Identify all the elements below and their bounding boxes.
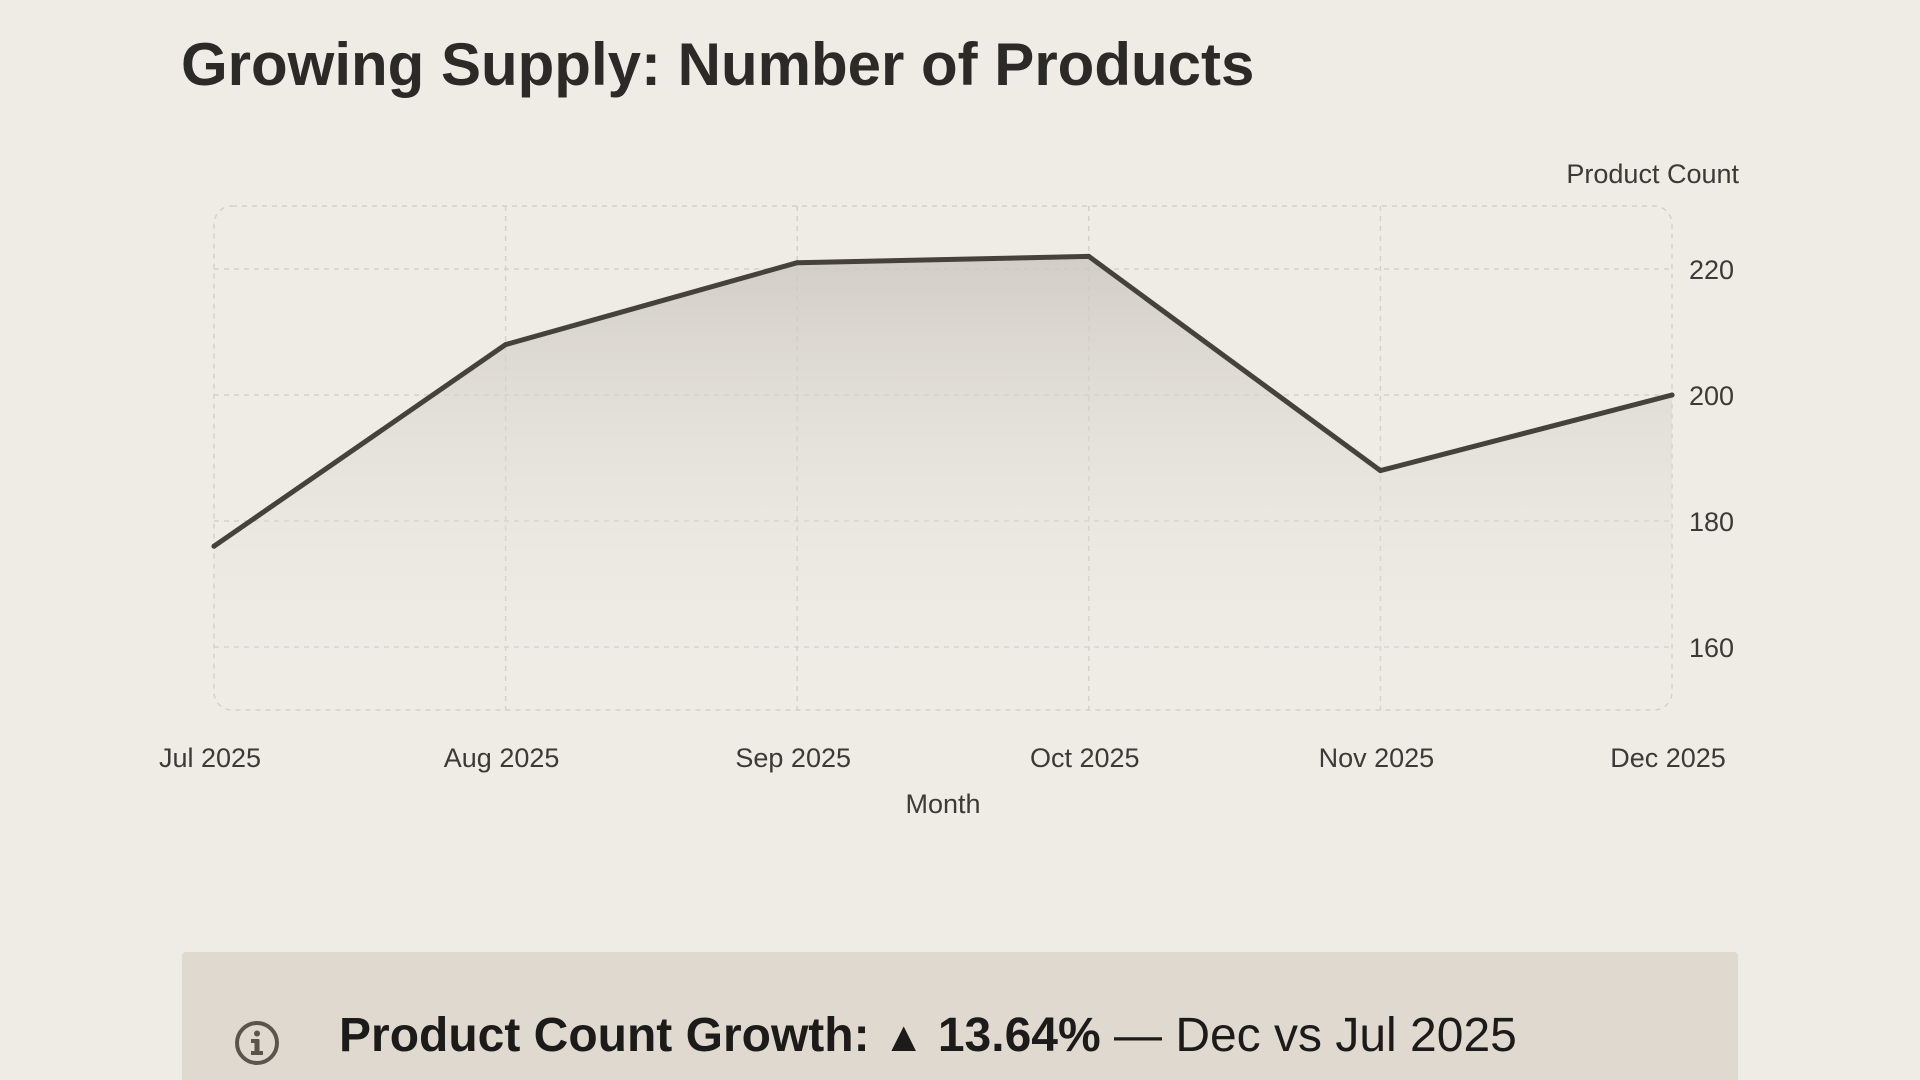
up-arrow-icon: ▲ <box>882 1013 925 1060</box>
series-area <box>214 256 1672 710</box>
line-chart: Jul 2025 Aug 2025 Sep 2025 Oct 2025 Nov 2025… <box>159 159 1740 819</box>
y-tick-labels: 160 180 200 220 <box>1689 255 1734 663</box>
growth-callout: Product Count Growth: ▲ 13.64% — Dec vs … <box>182 952 1738 1080</box>
callout-value: 13.64% <box>937 1009 1101 1062</box>
callout-label: Product Count Growth: <box>339 1009 870 1062</box>
x-tick-labels: Jul 2025 Aug 2025 Sep 2025 Oct 2025 Nov 2025… <box>159 743 1726 773</box>
callout-suffix: — Dec vs Jul 2025 <box>1113 1009 1517 1062</box>
data-point <box>794 260 800 266</box>
data-point <box>211 543 217 549</box>
chart-title: Growing Supply: Number of Products <box>181 31 1255 98</box>
y-tick-label: 160 <box>1689 633 1734 663</box>
y-tick-label: 220 <box>1689 255 1734 285</box>
y-axis-title: Product Count <box>1566 159 1739 189</box>
info-icon <box>235 1021 279 1065</box>
series-line <box>211 253 1675 549</box>
data-point <box>503 342 509 348</box>
data-point <box>1669 392 1675 398</box>
y-tick-label: 200 <box>1689 381 1734 411</box>
area-layer <box>214 256 1672 710</box>
x-tick-label: Aug 2025 <box>444 743 560 773</box>
callout-text: Product Count Growth: ▲ 13.64% — Dec vs … <box>339 1008 1517 1063</box>
line-layer <box>211 253 1675 549</box>
x-tick-label: Sep 2025 <box>735 743 851 773</box>
x-axis-title: Month <box>905 789 980 819</box>
x-tick-label: Dec 2025 <box>1610 743 1726 773</box>
x-tick-label: Nov 2025 <box>1319 743 1435 773</box>
data-point <box>1086 253 1092 259</box>
data-point <box>1377 468 1383 474</box>
x-tick-label: Jul 2025 <box>159 743 261 773</box>
y-tick-label: 180 <box>1689 507 1734 537</box>
x-tick-label: Oct 2025 <box>1030 743 1140 773</box>
